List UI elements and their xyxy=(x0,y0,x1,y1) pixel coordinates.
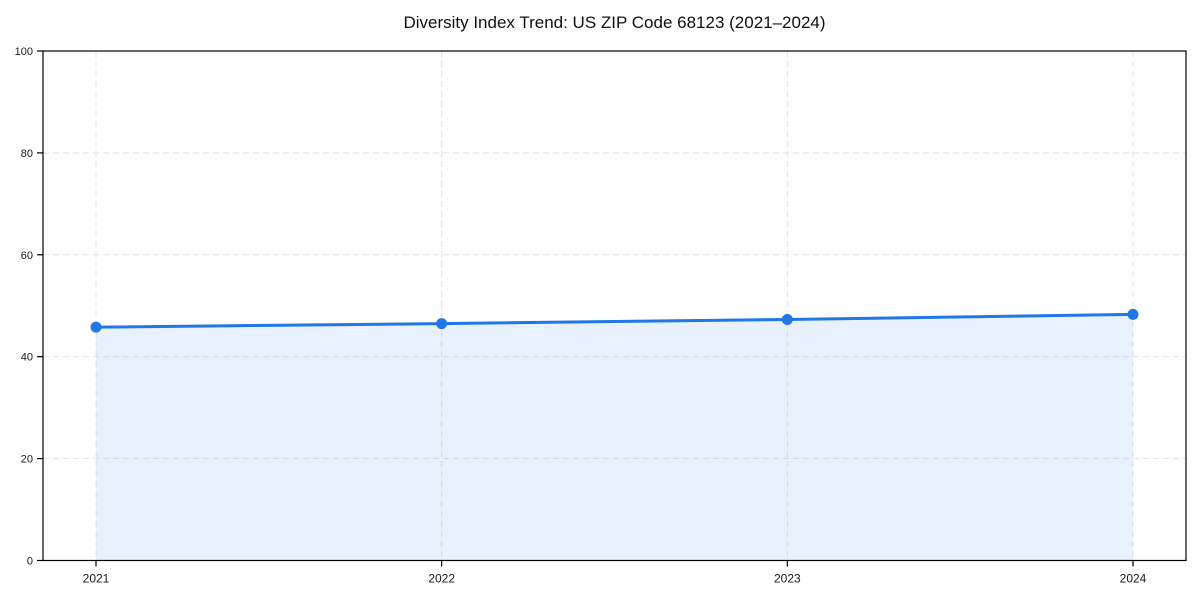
axis-labels-group: 0 20 40 60 80 100 2021 2022 2023 2024 xyxy=(15,46,1147,586)
data-point-marker xyxy=(1127,308,1139,320)
y-tick-label: 40 xyxy=(21,352,33,364)
data-point-marker xyxy=(781,314,793,326)
trend-line xyxy=(94,312,1135,329)
trend-line-group xyxy=(94,312,1135,329)
axis-ticks-group xyxy=(37,50,1134,567)
area-fill xyxy=(96,314,1133,561)
x-tick-label: 2023 xyxy=(774,572,801,586)
area-fill-group xyxy=(96,314,1133,561)
x-tick-label: 2022 xyxy=(428,572,455,586)
x-tick-label: 2024 xyxy=(1120,572,1147,586)
data-point-marker xyxy=(90,321,102,333)
y-tick-label: 0 xyxy=(27,556,33,568)
y-tick-label: 100 xyxy=(15,46,33,58)
data-point-marker xyxy=(436,318,448,330)
y-tick-label: 20 xyxy=(21,454,33,466)
plot-border xyxy=(42,50,1187,562)
y-tick-label: 60 xyxy=(21,250,33,262)
data-points-group xyxy=(90,308,1139,333)
plot-frame-group xyxy=(42,50,1187,562)
y-tick-label: 80 xyxy=(21,148,33,160)
chart-title: Diversity Index Trend: US ZIP Code 68123… xyxy=(403,13,825,32)
x-tick-label: 2021 xyxy=(83,572,110,586)
